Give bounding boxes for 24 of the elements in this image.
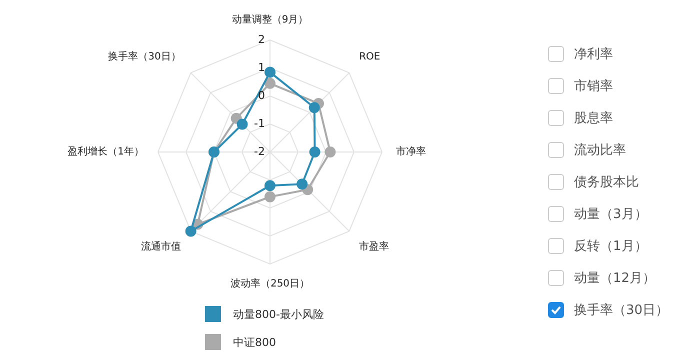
- spoke-label: 盈利增长（1年）: [68, 146, 144, 158]
- legend-label: 动量800-最小风险: [233, 306, 324, 322]
- y-tick-label: 0: [258, 88, 265, 102]
- text: 债务股本比: [574, 174, 639, 191]
- spoke-label: ROE: [359, 52, 380, 62]
- text: 市销率: [574, 78, 613, 95]
- y-tick-label: -1: [254, 116, 265, 130]
- legend-label: 中证800: [233, 334, 276, 350]
- text: 股息率: [574, 110, 613, 127]
- spoke-label: 市盈率: [359, 240, 390, 253]
- y-tick-label: 2: [258, 32, 265, 46]
- text: 动量（12月）: [574, 270, 656, 287]
- spoke-label: 换手率（30日）: [108, 50, 181, 62]
- spoke-label: 动量调整（9月）: [232, 14, 308, 26]
- spoke-label: 流通市值: [140, 240, 181, 253]
- text: 动量（3月）: [574, 206, 648, 223]
- spoke-label: 市净率: [396, 146, 426, 158]
- text: 换手率（30日）: [574, 302, 669, 319]
- spoke-label: 波动率（250日）: [230, 278, 310, 290]
- y-tick-label: -2: [254, 144, 265, 158]
- text: 反转（1月）: [574, 238, 648, 255]
- y-tick-label: 1: [258, 60, 265, 74]
- text: 流动比率: [574, 142, 626, 159]
- text: 净利率: [574, 46, 613, 63]
